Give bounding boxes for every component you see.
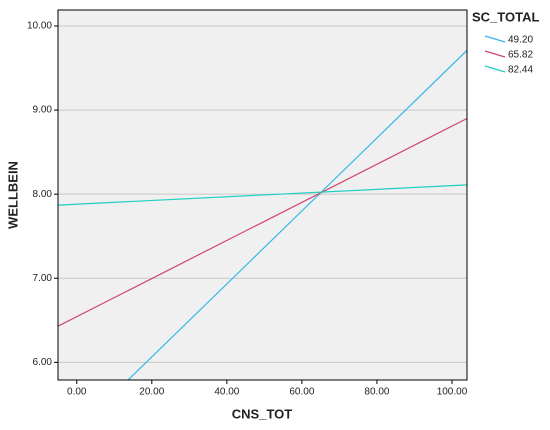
- y-tick-label: 6.00: [33, 357, 53, 368]
- x-tick-label: 100.00: [437, 387, 468, 398]
- y-tick-label: 10.00: [27, 21, 52, 32]
- y-tick-label: 8.00: [33, 189, 53, 200]
- y-axis-label: WELLBEIN: [5, 161, 20, 229]
- x-tick-label: 0.00: [67, 387, 87, 398]
- x-tick-label: 80.00: [364, 387, 389, 398]
- plot-lines: [58, 49, 467, 380]
- legend-label: 82.44: [508, 65, 533, 76]
- legend-label: 65.82: [508, 50, 533, 61]
- legend-label: 49.20: [508, 35, 533, 46]
- legend-title: SC_TOTAL: [472, 9, 539, 24]
- x-tick-label: 40.00: [214, 387, 239, 398]
- y-tick-label: 7.00: [33, 273, 53, 284]
- legend-swatch: [484, 50, 506, 58]
- x-axis-label: CNS_TOT: [232, 406, 292, 421]
- series-line: [58, 184, 467, 206]
- legend-swatch: [484, 65, 506, 73]
- plot-border: [57, 9, 468, 381]
- series-line: [58, 117, 467, 327]
- x-tick-label: 60.00: [289, 387, 314, 398]
- legend-swatch: [484, 35, 506, 43]
- y-tick-label: 9.00: [33, 105, 53, 116]
- x-tick-label: 20.00: [139, 387, 164, 398]
- series-line: [127, 49, 467, 380]
